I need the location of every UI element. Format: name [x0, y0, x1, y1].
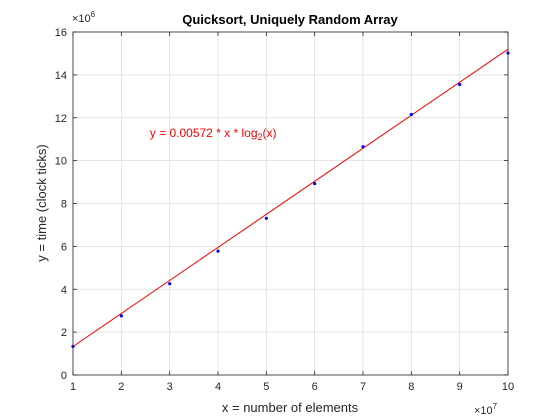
fit-line: [72, 48, 509, 347]
x-exponent-base: ×10: [474, 405, 493, 417]
y-tick-label: 2: [61, 327, 67, 339]
axis-ticks: [72, 31, 509, 376]
data-point: [361, 145, 365, 149]
y-tick-label: 6: [61, 241, 67, 253]
data-point: [119, 314, 123, 318]
annotation-text-tail: (x): [263, 126, 277, 140]
x-tick-label: 6: [312, 381, 318, 393]
y-exponent: ×106: [72, 10, 96, 25]
y-tick-label: 14: [55, 70, 67, 82]
x-exponent: ×107: [474, 402, 498, 417]
x-tick-label: 5: [263, 381, 269, 393]
x-tick-label: 1: [70, 381, 76, 393]
data-point: [313, 181, 317, 186]
data-point: [216, 249, 220, 253]
data-point: [458, 82, 462, 87]
data-point: [168, 282, 172, 286]
chart-title: Quicksort, Uniquely Random Array: [182, 12, 398, 27]
y-exponent-power: 6: [91, 10, 96, 19]
x-tick-label: 4: [215, 381, 221, 393]
fit-equation-annotation: y = 0.00572 * x * log2(x): [150, 126, 277, 142]
y-axis-label: y = time (clock ticks): [34, 144, 49, 261]
y-tick-label: 4: [61, 284, 67, 296]
y-tick-labels: 0 2 4 6 8 10 12 14 16: [55, 27, 67, 382]
x-tick-label: 7: [360, 381, 366, 393]
y-tick-label: 8: [61, 199, 67, 211]
y-tick-label: 10: [55, 156, 67, 168]
y-tick-label: 12: [55, 113, 67, 125]
annotation-text-main: y = 0.00572 * x * log: [150, 126, 258, 140]
x-tick-label: 9: [457, 381, 463, 393]
annotation-subscript: 2: [258, 132, 263, 142]
y-exponent-base: ×10: [72, 13, 91, 25]
x-tick-label: 10: [502, 381, 514, 393]
x-tick-label: 8: [408, 381, 414, 393]
y-tick-label: 0: [61, 370, 67, 382]
data-point: [264, 216, 268, 220]
x-exponent-power: 7: [493, 402, 498, 411]
x-tick-labels: 1 2 3 4 5 6 7 8 9 10: [70, 381, 514, 393]
fit-line-group: [72, 48, 509, 347]
x-tick-label: 3: [167, 381, 173, 393]
x-axis-label: x = number of elements: [222, 400, 359, 415]
y-tick-label: 16: [55, 27, 67, 39]
data-point: [409, 112, 413, 117]
x-tick-label: 2: [118, 381, 124, 393]
